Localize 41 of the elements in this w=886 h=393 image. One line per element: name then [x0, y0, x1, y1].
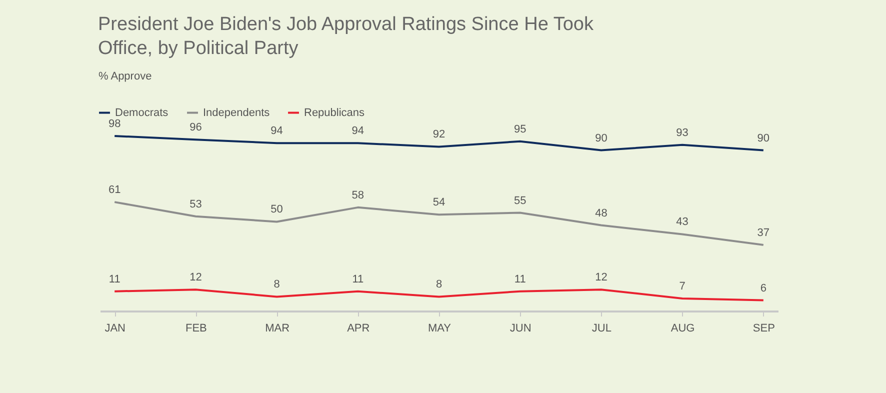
data-label: 11 — [514, 273, 526, 286]
data-label: 12 — [190, 272, 202, 284]
data-label: 7 — [679, 280, 686, 292]
data-label: 92 — [432, 128, 446, 141]
x-tick-label: JUN — [510, 322, 532, 334]
data-label: 94 — [270, 125, 283, 138]
data-label: 54 — [432, 196, 446, 209]
x-tick-label: AUG — [670, 322, 695, 334]
data-label: 95 — [514, 123, 526, 136]
data-label: 61 — [108, 184, 121, 196]
x-tick-label: SEP — [752, 322, 775, 334]
data-label: 37 — [757, 226, 770, 239]
data-label: 8 — [436, 278, 442, 291]
data-label: 94 — [352, 125, 364, 138]
data-label: 90 — [757, 132, 770, 144]
legend-label: Independents — [203, 106, 270, 119]
legend-label: Democrats — [115, 106, 169, 119]
data-label: 12 — [595, 272, 608, 284]
data-label: 48 — [595, 207, 608, 220]
data-label: 90 — [595, 132, 608, 144]
x-tick-label: APR — [347, 322, 370, 334]
x-tick-label: MAY — [428, 322, 452, 334]
data-label: 53 — [190, 198, 202, 210]
x-tick-label: MAR — [265, 322, 290, 334]
data-label: 6 — [760, 282, 766, 294]
data-label: 50 — [270, 204, 283, 216]
x-tick-label: JUL — [592, 322, 612, 334]
data-label: 98 — [108, 118, 121, 130]
legend-label: Republicans — [304, 106, 366, 119]
x-tick-label: FEB — [185, 322, 207, 334]
data-label: 58 — [352, 189, 364, 202]
data-label: 43 — [676, 216, 688, 228]
chart-title: President Joe Biden's Job Approval Ratings Since He Took Office, by Political Party — [98, 14, 594, 59]
data-label: 93 — [676, 126, 688, 139]
data-label: 96 — [190, 122, 202, 134]
x-tick-label: JAN — [104, 322, 126, 334]
data-label: 11 — [108, 273, 120, 286]
data-label: 8 — [274, 278, 280, 291]
y-axis-title: % Approve — [98, 70, 152, 82]
data-label: 55 — [514, 194, 526, 207]
data-label: 11 — [352, 273, 364, 286]
